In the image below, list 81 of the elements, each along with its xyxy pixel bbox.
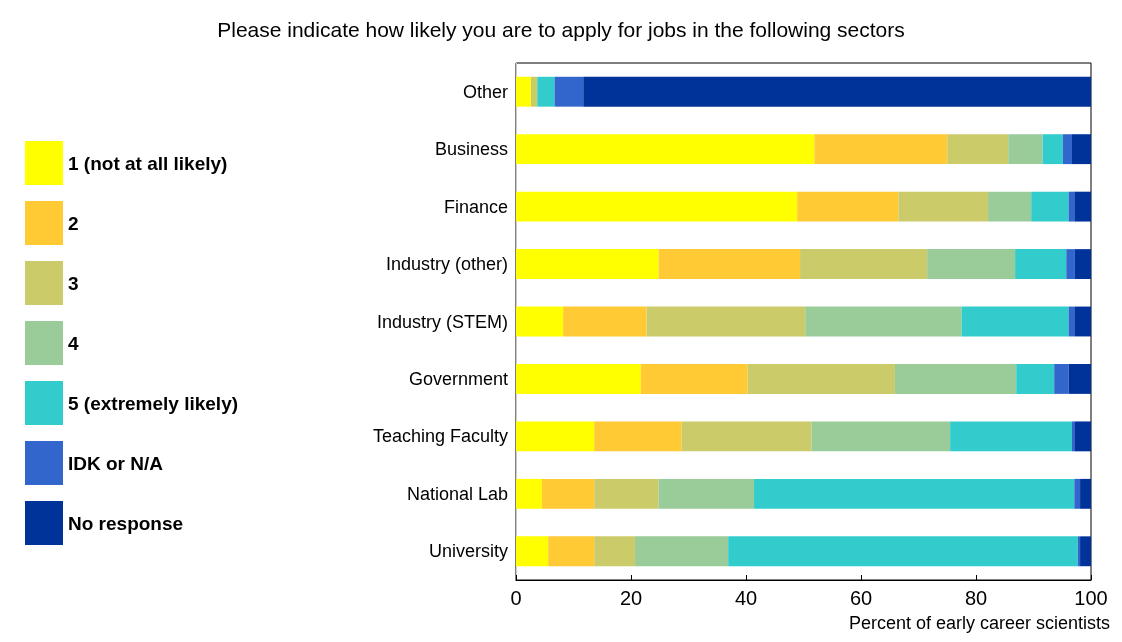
bar (516, 249, 659, 279)
bar (1074, 306, 1091, 337)
legend-label: IDK or N/A (68, 452, 164, 474)
y-tick-label: Business (434, 139, 508, 160)
chart-title: Please indicate how likely you are to apply for jobs in the following sectors (217, 18, 905, 41)
bar (1074, 249, 1091, 279)
bar (563, 306, 647, 337)
bar (516, 536, 549, 567)
bar (1068, 364, 1091, 394)
bar (516, 364, 641, 394)
bar (1008, 134, 1043, 165)
bar (1054, 364, 1069, 394)
bar (658, 249, 801, 279)
legend-label: 4 (68, 332, 79, 354)
bar (754, 478, 1075, 509)
bar (537, 76, 555, 107)
bar (988, 191, 1032, 222)
bar (1062, 134, 1073, 165)
bar (894, 364, 1017, 394)
bar (797, 191, 899, 222)
bar (658, 478, 755, 509)
y-tick-label: Industry (STEM) (376, 311, 508, 332)
bar (927, 249, 1016, 279)
legend-label: 2 (68, 212, 79, 234)
bar (635, 536, 729, 567)
bar (1074, 478, 1081, 509)
bar (1016, 364, 1055, 394)
bar (541, 478, 595, 509)
x-tick-label: 100 (1074, 587, 1108, 609)
bar (516, 191, 798, 222)
bar (681, 421, 812, 452)
bar (1074, 191, 1091, 222)
bar (1031, 191, 1069, 222)
y-tick-label: National Lab (406, 483, 508, 504)
x-tick-label: 0 (510, 587, 522, 609)
bar (814, 134, 948, 165)
bar (594, 478, 659, 509)
bar (898, 191, 989, 222)
y-tick-label: Industry (other) (385, 254, 508, 275)
y-tick-label: Government (408, 368, 508, 389)
bar (516, 76, 531, 107)
bar (1080, 478, 1091, 509)
bar (805, 306, 962, 337)
bar (530, 76, 538, 107)
bar (594, 421, 682, 452)
bar (1042, 134, 1063, 165)
y-tick-label: Other (462, 81, 508, 102)
bar (811, 421, 951, 452)
legend-label: 3 (68, 272, 79, 294)
bar (640, 364, 748, 394)
x-tick-label: 80 (964, 587, 988, 609)
bar (947, 134, 1009, 165)
bar (1066, 249, 1075, 279)
x-tick-label: 20 (619, 587, 643, 609)
bar (646, 306, 806, 337)
bar (516, 306, 564, 337)
legend-label: No response (68, 512, 184, 534)
bar (516, 478, 542, 509)
y-tick-label: Teaching Faculty (372, 426, 508, 447)
bar (950, 421, 1073, 452)
y-tick-label: Finance (443, 196, 508, 217)
x-axis-title: Percent of early career scientists (848, 613, 1110, 633)
bar (1080, 536, 1091, 567)
bar (728, 536, 1078, 567)
legend-label: 1 (not at all likely) (68, 152, 228, 174)
bar (583, 76, 1091, 107)
y-tick-label: University (428, 541, 508, 562)
x-tick-label: 60 (849, 587, 873, 609)
bar (516, 421, 595, 452)
bar (554, 76, 584, 107)
bar (1074, 421, 1091, 452)
legend-label: 5 (extremely likely) (68, 392, 239, 414)
bar (747, 364, 895, 394)
bar (1072, 134, 1091, 165)
bar (594, 536, 636, 567)
x-tick-label: 40 (734, 587, 758, 609)
bar (548, 536, 595, 567)
bar (961, 306, 1069, 337)
bar (1015, 249, 1067, 279)
bar (800, 249, 928, 279)
bar (516, 134, 815, 165)
